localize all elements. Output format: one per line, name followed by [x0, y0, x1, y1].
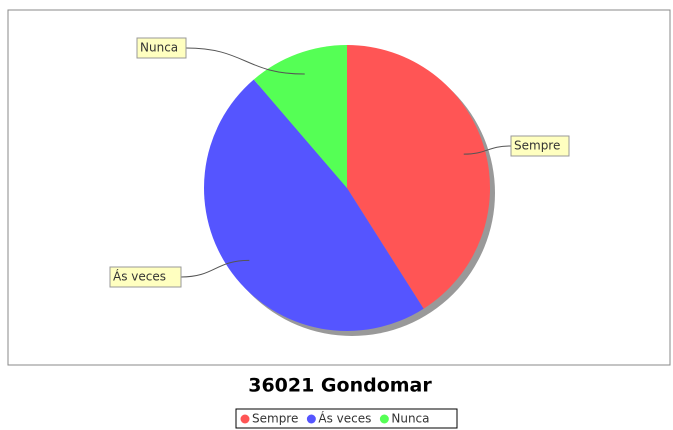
- chart-title: 36021 Gondomar: [248, 375, 432, 397]
- legend-swatch: [379, 414, 389, 424]
- slice-label: Sempre: [514, 139, 560, 153]
- pie-slice: [347, 45, 490, 309]
- legend-label: Sempre: [252, 412, 298, 426]
- leader-line: [180, 259, 250, 278]
- slice-label: Ás veces: [113, 269, 166, 284]
- legend-box: [235, 408, 458, 429]
- label-box: [510, 135, 570, 157]
- leader-line: [463, 145, 512, 155]
- label-box: [136, 37, 187, 59]
- legend-swatch: [240, 414, 250, 424]
- pie-slice: [203, 79, 424, 331]
- pie-slice: [253, 45, 347, 188]
- leader-line: [185, 47, 305, 75]
- legend-swatch: [306, 414, 316, 424]
- legend-label: Ás veces: [318, 411, 371, 426]
- legend-label: Nunca: [391, 412, 429, 426]
- label-box: [109, 266, 182, 288]
- slice-label: Nunca: [140, 41, 178, 55]
